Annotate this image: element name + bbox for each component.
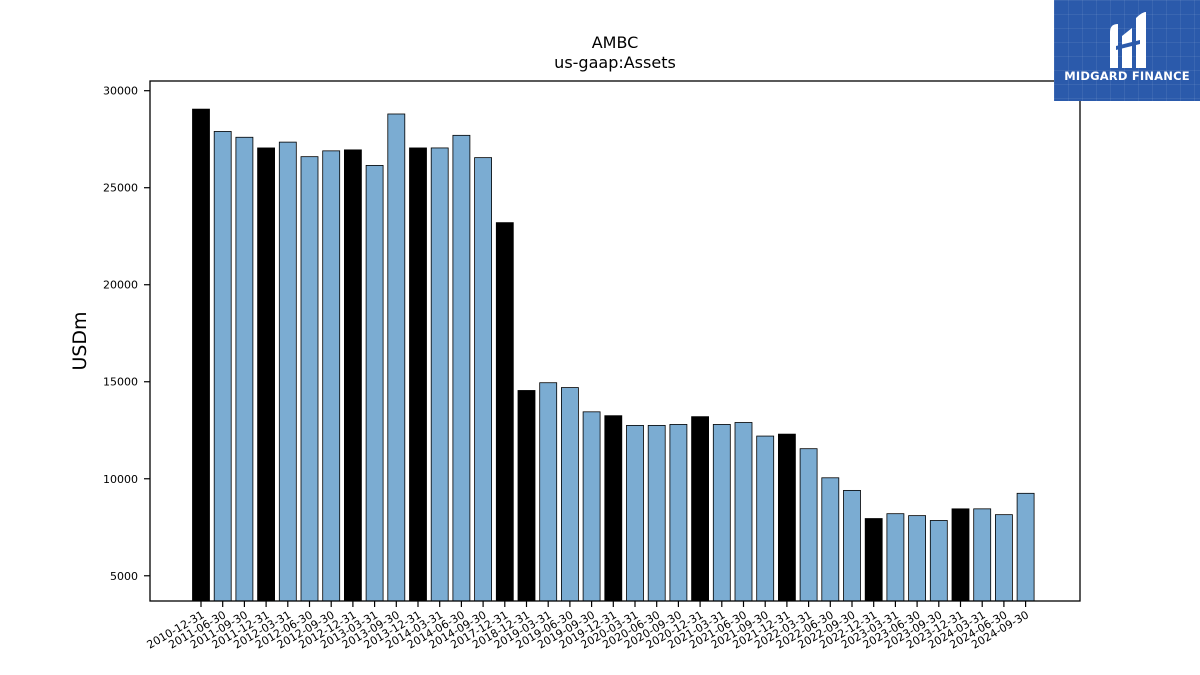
bar-2013-09-30 — [387, 113, 406, 602]
y-tick-label: 15000 — [103, 376, 138, 389]
bar-2023-09-30 — [929, 520, 948, 602]
bar-2012-12-31 — [343, 149, 362, 602]
bar-2023-03-31 — [886, 513, 905, 602]
plot-frame — [149, 80, 1081, 602]
bar-2011-09-30 — [235, 136, 254, 602]
bar-2014-06-30 — [452, 134, 471, 602]
bar-2021-09-30 — [756, 435, 775, 602]
bar-2021-06-30 — [734, 422, 753, 602]
chart-title: AMBC — [592, 33, 639, 52]
bar-2022-03-31 — [799, 448, 818, 602]
bar-2010-12-31 — [192, 108, 210, 602]
bar-2023-06-30 — [908, 515, 926, 602]
bar-2017-12-31 — [495, 222, 514, 602]
brand-name: MIDGARD FINANCE — [1064, 69, 1190, 83]
bar-2024-06-30 — [995, 514, 1013, 602]
bar-2024-03-31 — [973, 508, 992, 602]
bar-2019-09-30 — [582, 411, 601, 602]
bar-2021-03-31 — [712, 424, 731, 602]
bar-2020-03-31 — [626, 424, 644, 602]
bar-2011-12-31 — [257, 147, 276, 602]
bar-2020-06-30 — [647, 424, 666, 602]
bar-2019-12-31 — [604, 415, 623, 602]
brand-logo: MIDGARD FINANCE — [1054, 0, 1200, 101]
bar-2019-06-30 — [561, 387, 579, 602]
bar-2020-12-31 — [691, 416, 709, 602]
bar-2019-03-31 — [539, 382, 558, 602]
bar-2011-06-30 — [213, 131, 232, 602]
bar-2020-09-30 — [669, 424, 688, 602]
bar-2013-12-31 — [409, 147, 427, 602]
bar-2014-09-30 — [474, 157, 493, 602]
chart-subtitle: us-gaap:Assets — [554, 53, 676, 72]
x-axis-ticks: 2010-12-312011-06-302011-09-302011-12-31… — [145, 601, 1031, 652]
bar-2012-03-31 — [278, 141, 297, 602]
bar-2013-03-31 — [365, 164, 384, 602]
bar-2021-12-31 — [778, 433, 796, 602]
y-tick-label: 5000 — [110, 570, 138, 583]
bar-2012-09-30 — [322, 150, 341, 602]
y-tick-label: 30000 — [103, 85, 138, 98]
y-tick-label: 25000 — [103, 182, 138, 195]
bar-2018-12-31 — [517, 390, 536, 602]
bar-2022-06-30 — [821, 477, 840, 602]
y-tick-label: 10000 — [103, 473, 138, 486]
bars-group — [192, 108, 1035, 602]
bar-2023-12-31 — [951, 508, 970, 602]
y-axis-label: USDm — [69, 311, 91, 370]
bar-2022-12-31 — [864, 518, 883, 602]
bar-2012-06-30 — [300, 156, 319, 602]
midgard-finance-logo-icon — [1110, 12, 1146, 68]
y-tick-label: 20000 — [103, 279, 138, 292]
y-axis-ticks: 5000 10000 15000 20000 25000 30000 — [103, 85, 150, 583]
bar-2024-09-30 — [1016, 492, 1035, 602]
bar-2022-09-30 — [843, 489, 861, 602]
bar-2014-03-31 — [430, 147, 449, 602]
